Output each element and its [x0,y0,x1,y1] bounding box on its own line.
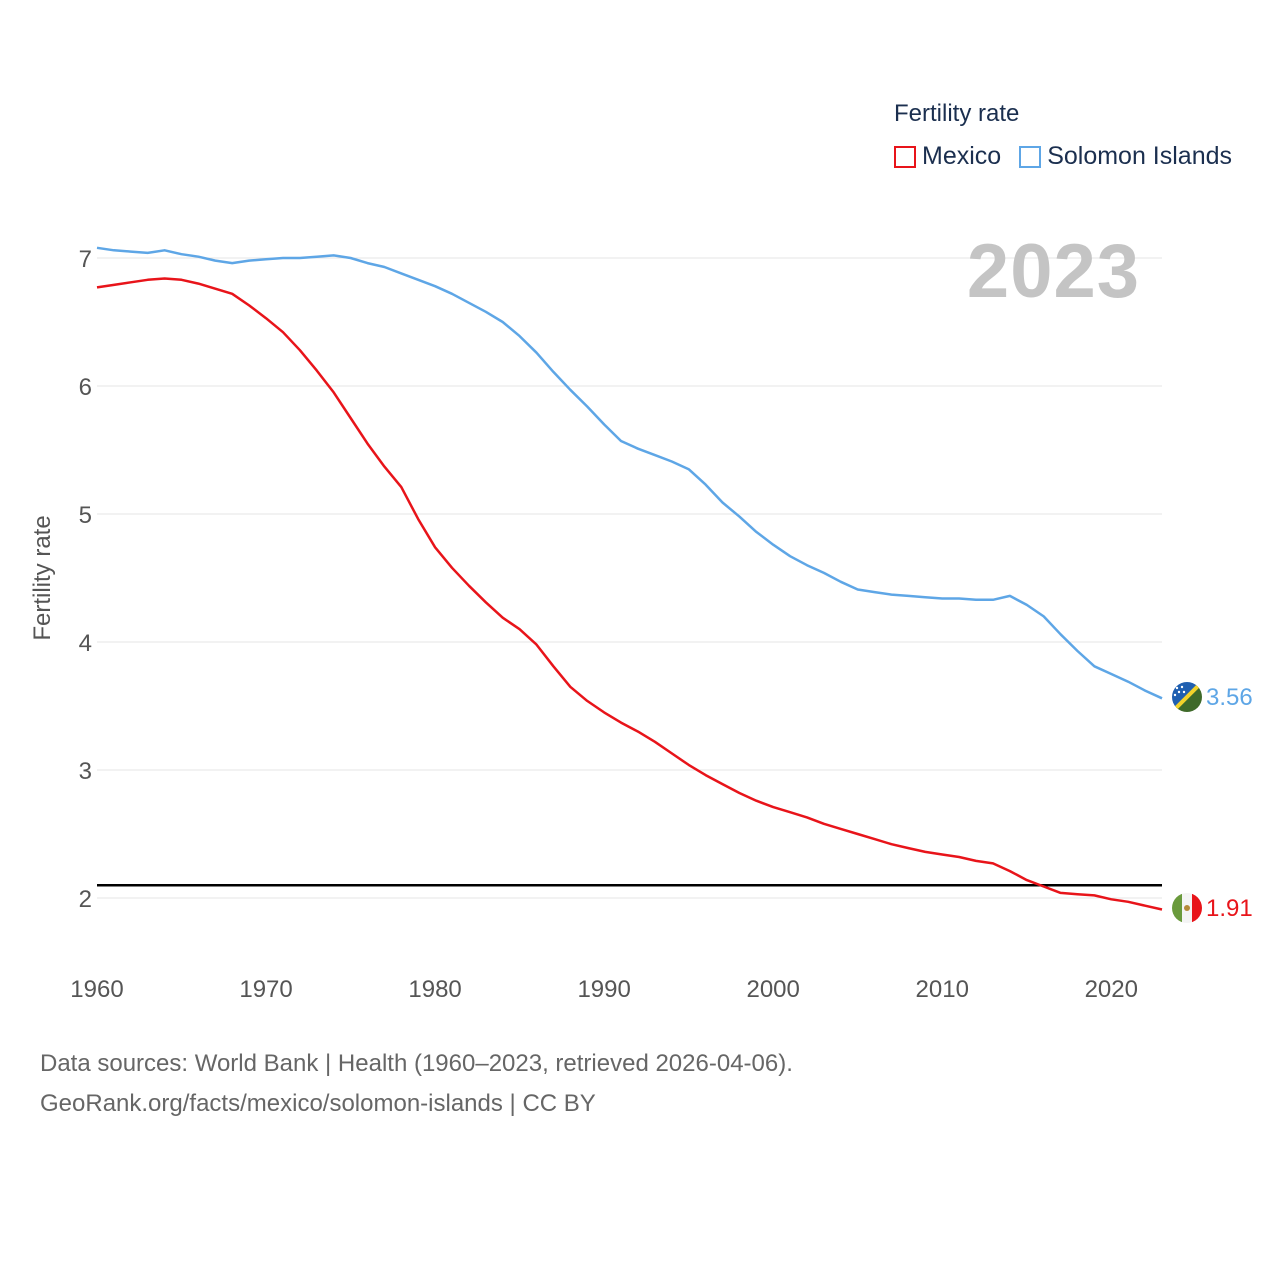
chart-svg: 2 3 4 5 6 7 1960 1970 1980 1990 2000 2010 2020 1.91… [29,246,1253,1003]
x-tick-label: 2010 [916,976,969,1003]
y-axis-title: Fertility rate [29,515,56,640]
x-axis-ticks: 1960 1970 1980 1990 2000 2010 2020 [70,976,1138,1003]
solomon-islands-flag-icon [1172,682,1202,712]
y-tick-label: 7 [79,246,92,273]
y-tick-label: 6 [79,374,92,401]
series-line-mexico[interactable] [96,277,1163,911]
legend-label-solomon-islands: Solomon Islands [1047,142,1233,170]
year-label: 2023 [966,229,1140,314]
legend-swatch-mexico [894,145,916,168]
end-label-mexico: 1.91 [1206,895,1253,922]
y-tick-label: 3 [79,758,92,785]
x-tick-label: 1980 [408,976,461,1003]
legend-label-mexico: Mexico [922,142,1002,170]
x-tick-label: 2000 [746,976,799,1003]
series-layer [96,246,1163,911]
x-tick-label: 2020 [1085,976,1138,1003]
legend: Mexico Solomon Islands [894,142,1250,171]
legend-title: Fertility rate [894,100,1020,127]
source-note: Data sources: World Bank | Health (1960–… [40,1044,793,1124]
mexico-flag-icon [1172,893,1202,923]
legend-item-solomon-islands[interactable]: Solomon Islands [1019,142,1232,171]
x-tick-label: 1970 [239,976,292,1003]
end-label-solomon-islands: 3.56 [1206,684,1253,711]
gridlines [97,257,1162,899]
y-tick-label: 4 [79,630,92,657]
y-axis-ticks: 2 3 4 5 6 7 [79,246,92,913]
y-tick-label: 2 [79,886,92,913]
series-line-solomon-islands[interactable] [96,246,1163,700]
x-tick-label: 1960 [70,976,123,1003]
source-line-1[interactable]: Data sources: World Bank | Health (1960–… [40,1050,793,1077]
source-line-2[interactable]: GeoRank.org/facts/mexico/solomon-islands… [40,1090,596,1117]
legend-swatch-solomon-islands [1019,145,1042,168]
x-tick-label: 1990 [577,976,630,1003]
legend-item-mexico[interactable]: Mexico [894,142,1001,171]
y-tick-label: 5 [79,502,92,529]
